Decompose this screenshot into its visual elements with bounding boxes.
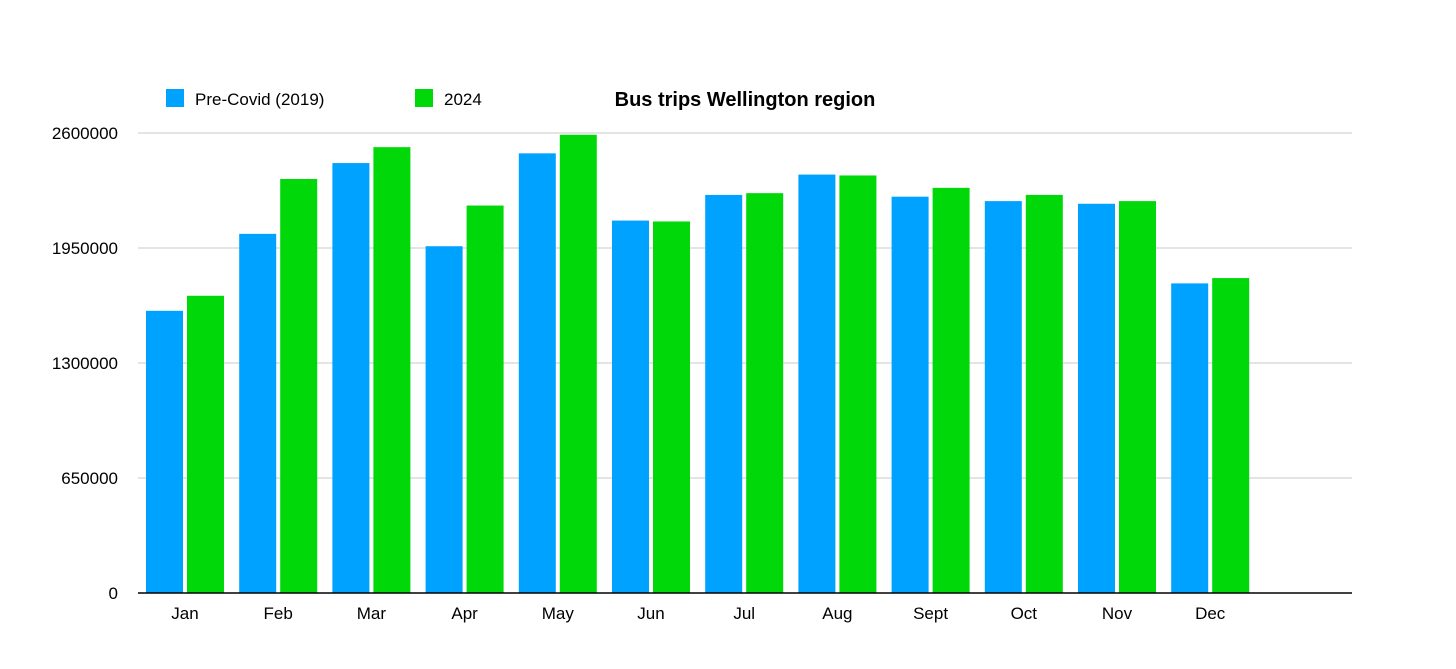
bar-mar-series-1: [373, 147, 411, 593]
bar-apr-series-0: [425, 246, 463, 593]
bar-dec-series-1: [1212, 278, 1250, 593]
x-tick-label-mar: Mar: [357, 604, 387, 623]
legend-swatch-0: [166, 89, 184, 107]
bar-sept-series-0: [891, 196, 929, 593]
bar-nov-series-0: [1078, 203, 1115, 593]
bar-sept-series-1: [932, 187, 970, 593]
bar-jan-series-1: [187, 295, 224, 593]
x-tick-label-sept: Sept: [913, 604, 948, 623]
y-tick-label-2: 1300000: [52, 354, 118, 373]
x-tick-label-jan: Jan: [171, 604, 198, 623]
bar-may-series-1: [559, 134, 597, 593]
legend-swatch-1: [415, 89, 433, 107]
bar-oct-series-0: [984, 201, 1022, 593]
bar-may-series-0: [518, 153, 556, 593]
y-tick-label-4: 2600000: [52, 124, 118, 143]
gridlines: [138, 132, 1352, 479]
bar-oct-series-1: [1025, 194, 1063, 593]
y-tick-label-1: 650000: [61, 469, 118, 488]
bar-jul-series-1: [746, 193, 784, 593]
axes: 0 650000 1300000 1950000 2600000 Jan Feb Mar Apr…: [52, 124, 1352, 623]
bar-jun-series-1: [653, 221, 690, 593]
bar-apr-series-1: [466, 205, 504, 594]
bars: [146, 134, 1250, 594]
x-tick-label-nov: Nov: [1102, 604, 1133, 623]
legend: Pre-Covid (2019) 2024: [166, 89, 482, 109]
x-tick-label-dec: Dec: [1195, 604, 1226, 623]
x-tick-label-may: May: [542, 604, 575, 623]
x-tick-label-feb: Feb: [264, 604, 293, 623]
bar-mar-series-0: [332, 163, 370, 594]
bar-jun-series-0: [612, 220, 649, 594]
x-tick-label-oct: Oct: [1011, 604, 1038, 623]
bar-dec-series-0: [1171, 283, 1209, 593]
x-tick-label-apr: Apr: [451, 604, 478, 623]
x-tick-label-jun: Jun: [637, 604, 664, 623]
bar-feb-series-0: [239, 233, 277, 593]
y-tick-label-3: 1950000: [52, 239, 118, 258]
bar-jan-series-0: [146, 310, 183, 593]
bar-aug-series-0: [798, 174, 836, 594]
y-tick-label-0: 0: [109, 584, 118, 603]
bar-nov-series-1: [1119, 201, 1156, 593]
legend-label-0: Pre-Covid (2019): [195, 90, 324, 109]
bar-feb-series-1: [280, 179, 318, 593]
legend-label-1: 2024: [444, 90, 482, 109]
bar-aug-series-1: [839, 175, 877, 593]
bar-jul-series-0: [705, 194, 743, 593]
x-tick-label-aug: Aug: [822, 604, 852, 623]
x-tick-label-jul: Jul: [733, 604, 755, 623]
chart-title: Bus trips Wellington region: [615, 89, 876, 111]
